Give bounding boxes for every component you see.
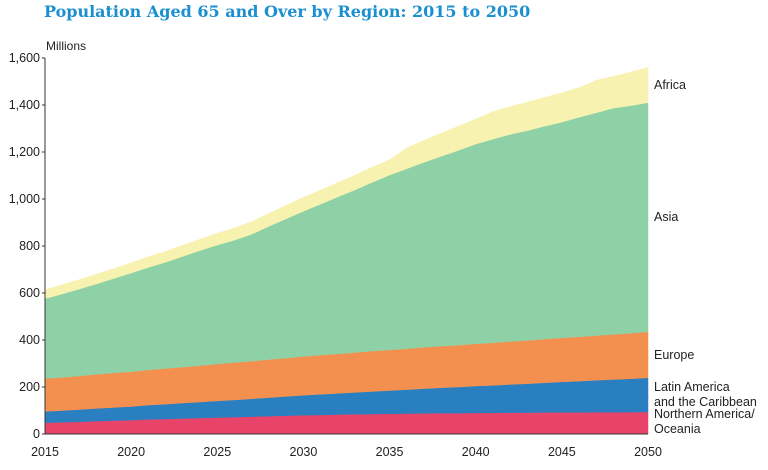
y-tick-label: 1,400 xyxy=(9,98,40,112)
y-tick-label: 0 xyxy=(33,427,40,441)
y-tick-label: 800 xyxy=(19,239,40,253)
area-layers xyxy=(44,67,649,435)
y-tick-labels: 0 200 400 600 800 1,000 1,200 1,400 1,600 xyxy=(9,51,40,441)
x-tick-label: 2050 xyxy=(634,445,662,459)
x-tick-label: 2045 xyxy=(548,445,576,459)
series-label: Asia xyxy=(654,210,678,224)
series-label: Oceania xyxy=(654,422,701,436)
x-tick-label: 2035 xyxy=(376,445,404,459)
series-label: and the Caribbean xyxy=(654,395,757,409)
y-tick-label: 600 xyxy=(19,286,40,300)
area-asia xyxy=(44,102,649,379)
series-label: Africa xyxy=(654,78,686,92)
series-label: Europe xyxy=(654,348,694,362)
x-tick-label: 2040 xyxy=(462,445,490,459)
area-africa xyxy=(44,67,649,299)
x-tick-label: 2025 xyxy=(203,445,231,459)
x-tick-label: 2015 xyxy=(31,445,59,459)
series-labels: Northern America/Oceania Latin Americaand… xyxy=(654,78,757,436)
x-tick-labels: 2015 2020 2025 2030 2035 2040 2045 2050 xyxy=(31,445,662,459)
series-label: Northern America/ xyxy=(654,407,755,421)
y-tick-label: 1,600 xyxy=(9,51,40,65)
series-label: Latin America xyxy=(654,380,730,394)
y-tick-label: 1,000 xyxy=(9,192,40,206)
x-tick-label: 2030 xyxy=(290,445,318,459)
y-tick-label: 400 xyxy=(19,333,40,347)
y-tick-label: 1,200 xyxy=(9,145,40,159)
axes xyxy=(42,57,648,435)
chart-title: Population Aged 65 and Over by Region: 2… xyxy=(44,2,531,21)
y-axis-unit-label: Millions xyxy=(46,39,86,53)
x-tick-label: 2020 xyxy=(117,445,145,459)
y-tick-label: 200 xyxy=(19,380,40,394)
